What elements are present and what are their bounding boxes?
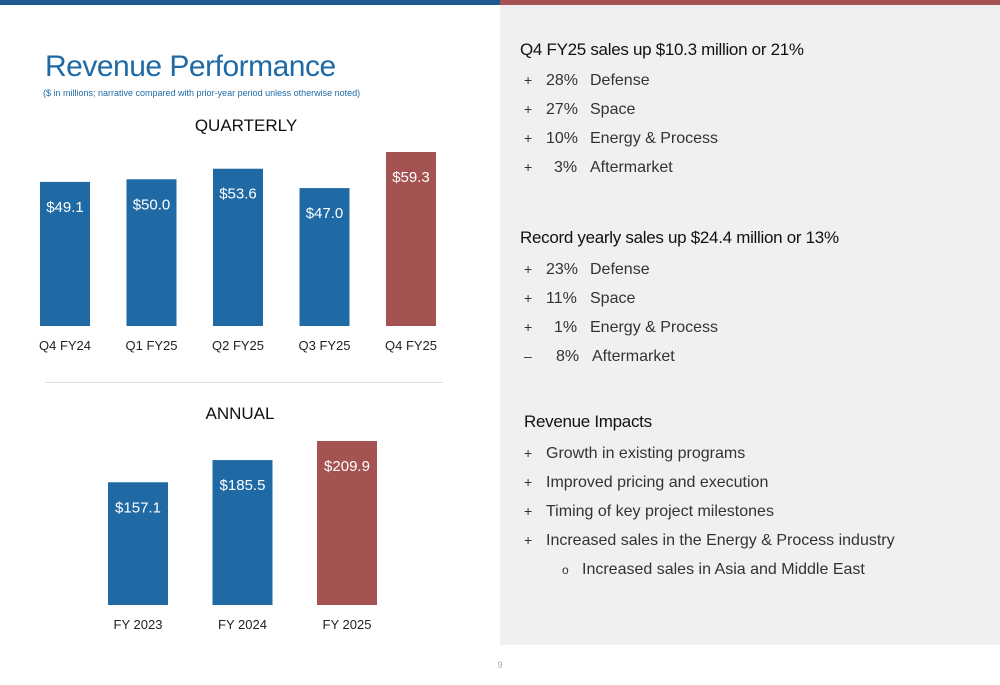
annual-bar-chart: ANNUAL $157.1 FY 2023 $185.5 FY 2024 $209.9 FY… [108, 404, 377, 632]
revenue-impacts-heading: Revenue Impacts [524, 412, 652, 431]
bar-value-label: $47.0 [306, 205, 344, 222]
footer [0, 645, 1000, 685]
yearly-item-pct: 11% [546, 290, 577, 307]
bar-value-label: $53.6 [219, 186, 257, 203]
chart-title: ANNUAL [206, 404, 275, 423]
q4-item-label: Defense [590, 72, 650, 89]
circle-bullet-icon: o [562, 563, 569, 577]
yearly-item-pct: 23% [546, 261, 579, 278]
bar-q1-fy25 [126, 179, 177, 326]
impact-item-label: Timing of key project milestones [546, 503, 774, 520]
minus-sign: – [524, 348, 532, 364]
q4-item-pct: 3% [554, 159, 578, 176]
impact-item: + Improved pricing and execution [524, 474, 768, 492]
q4-item-defense: +28% Defense [524, 72, 650, 90]
chart-title: QUARTERLY [195, 116, 297, 135]
yearly-item-defense: +23% Defense [524, 261, 650, 279]
bar-value-label: $209.9 [324, 458, 370, 475]
right-panel [500, 5, 1000, 645]
category-label: Q1 FY25 [125, 338, 177, 353]
q4-item-aftermarket: +3% Aftermarket [524, 159, 673, 177]
plus-sign: + [524, 72, 533, 88]
top-accent-bar-blue [0, 0, 500, 5]
q4-item-label: Aftermarket [590, 159, 673, 176]
chart-divider [45, 382, 443, 383]
bar-q4-fy24 [40, 181, 90, 326]
quarterly-bar-chart: QUARTERLY $49.1 Q4 FY24 $50.0 Q1 FY25 $53.6 Q2… [39, 116, 437, 353]
q4-item-pct: 28% [546, 72, 579, 89]
category-label: Q2 FY25 [212, 338, 264, 353]
bar-value-label: $49.1 [46, 199, 84, 216]
plus-sign: + [524, 130, 533, 146]
q4-item-label: Energy & Process [590, 130, 719, 147]
yearly-item-label: Defense [590, 261, 650, 278]
category-label: Q4 FY25 [385, 338, 437, 353]
impact-item: + Increased sales in the Energy & Process… [524, 532, 895, 550]
yearly-item-label: Space [590, 290, 636, 307]
bar-fy-2025 [317, 441, 377, 605]
yearly-item-aftermarket: – 8% Aftermarket [524, 348, 675, 366]
impact-sub-item-label: Increased sales in Asia and Middle East [582, 561, 865, 578]
q4-item-pct: 10% [546, 130, 579, 147]
category-label: FY 2024 [218, 617, 267, 632]
impact-sub-item: o Increased sales in Asia and Middle East [562, 561, 865, 579]
q4-sales-heading: Q4 FY25 sales up $10.3 million or 21% [520, 40, 804, 59]
bar-q4-fy25 [386, 152, 436, 326]
bar-value-label: $50.0 [133, 196, 171, 213]
q4-item-label: Space [590, 101, 636, 118]
category-label: FY 2025 [323, 617, 372, 632]
yearly-item-label: Aftermarket [592, 348, 675, 365]
yearly-sales-heading: Record yearly sales up $24.4 million or … [520, 228, 839, 247]
plus-sign: + [524, 532, 533, 548]
yearly-item-pct: 8% [556, 348, 580, 365]
page-number: 9 [497, 660, 503, 670]
bar-q3-fy25 [299, 188, 350, 326]
q4-item-space: +27% Space [524, 101, 635, 119]
bar-value-label: $185.5 [220, 477, 266, 494]
plus-sign: + [524, 159, 533, 175]
yearly-item-space: +11% Space [524, 290, 635, 308]
category-label: FY 2023 [114, 617, 163, 632]
top-accent-bar-red [500, 0, 1000, 5]
bar-value-label: $59.3 [392, 169, 430, 186]
impact-item-label: Increased sales in the Energy & Process … [546, 532, 895, 549]
bar-q2-fy25 [213, 168, 263, 326]
q4-item-pct: 27% [546, 101, 579, 118]
impact-item: + Growth in existing programs [524, 445, 745, 463]
page-title: Revenue Performance [45, 50, 336, 83]
bar-fy-2023 [108, 482, 168, 605]
page-subtitle: ($ in millions; narrative compared with … [43, 88, 361, 98]
plus-sign: + [524, 445, 533, 461]
bar-fy-2024 [212, 460, 273, 605]
q4-item-energy: +10% Energy & Process [524, 130, 718, 148]
impact-item-label: Growth in existing programs [546, 445, 746, 462]
yearly-item-energy: +1% Energy & Process [524, 319, 718, 337]
impact-item-label: Improved pricing and execution [546, 474, 769, 491]
plus-sign: + [524, 319, 533, 335]
yearly-item-label: Energy & Process [590, 319, 719, 336]
category-label: Q4 FY24 [39, 338, 91, 353]
bar-value-label: $157.1 [115, 499, 161, 516]
plus-sign: + [524, 503, 533, 519]
impact-item: + Timing of key project milestones [524, 503, 774, 521]
category-label: Q3 FY25 [298, 338, 350, 353]
plus-sign: + [524, 474, 533, 490]
plus-sign: + [524, 290, 533, 306]
yearly-item-pct: 1% [554, 319, 578, 336]
plus-sign: + [524, 261, 533, 277]
plus-sign: + [524, 101, 533, 117]
